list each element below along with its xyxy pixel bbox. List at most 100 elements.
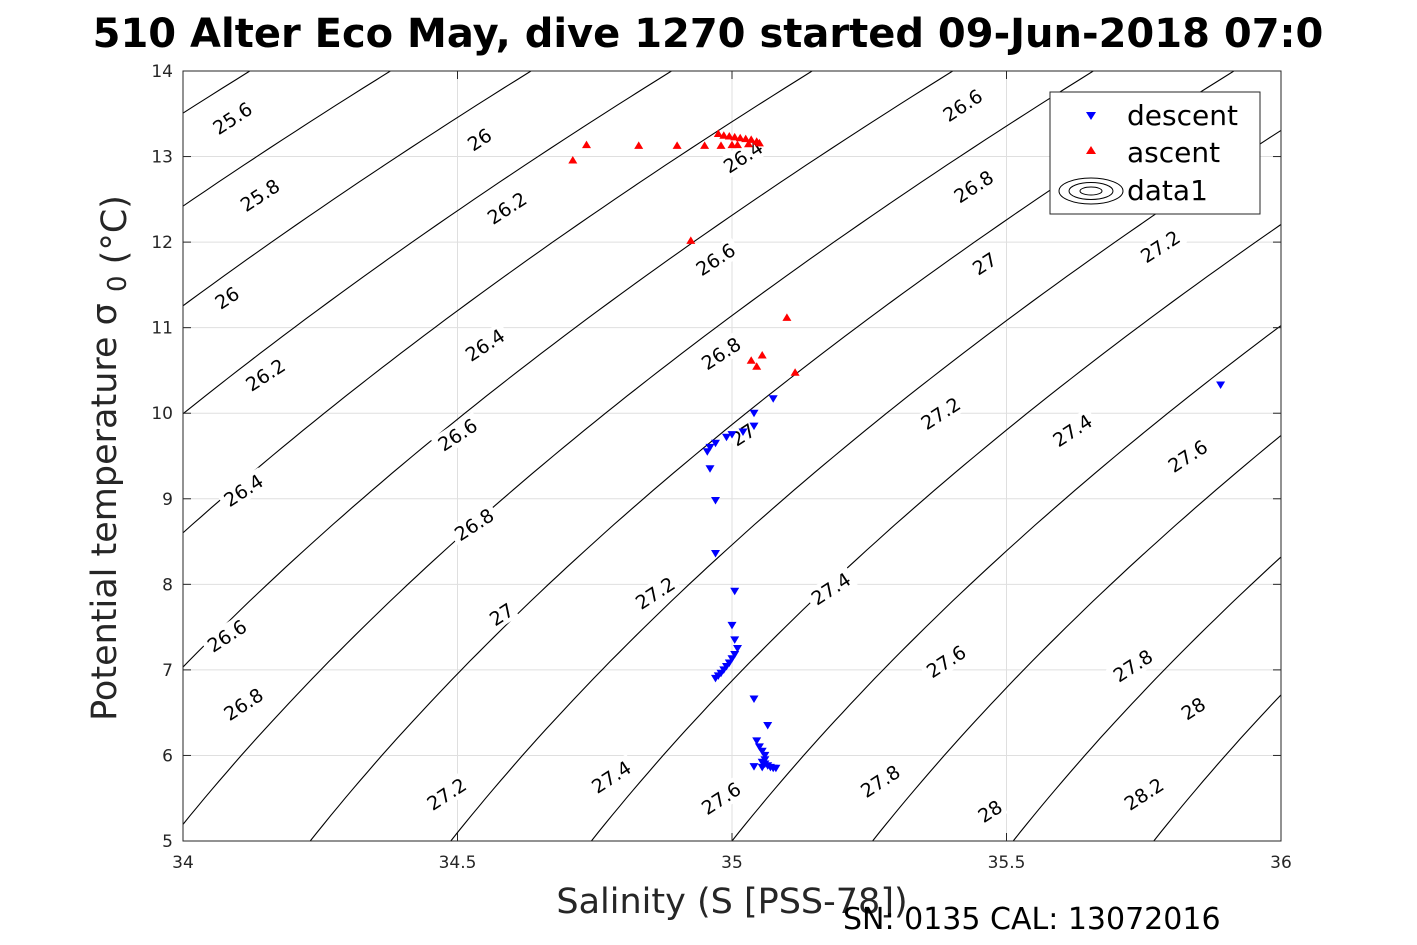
- ascent-point: [741, 134, 751, 143]
- legend-data1-label: data1: [1127, 174, 1208, 207]
- density-contour-line: [731, 324, 1281, 841]
- descent-point: [702, 448, 712, 456]
- y-tick-label: 12: [151, 233, 173, 253]
- contour-label-bg: [1045, 407, 1100, 454]
- y-tick-label: 6: [162, 746, 173, 766]
- ascent-point: [782, 313, 792, 321]
- density-contour-line: [1153, 694, 1281, 841]
- ascent-point: [724, 132, 734, 140]
- descent-point: [730, 587, 740, 596]
- descent-point: [749, 763, 759, 771]
- y-tick-label: 9: [162, 490, 173, 510]
- descent-point: [711, 550, 720, 558]
- contour-label-bg: [1105, 642, 1160, 689]
- y-tick-label: 13: [151, 148, 173, 168]
- contour-label-bg: [461, 122, 498, 157]
- ascent-point: [716, 141, 726, 149]
- y-tick-label: 5: [162, 832, 173, 852]
- svg-text:Potential temperature: Potential temperature σ 0 (°C): [85, 195, 135, 721]
- descent-point: [730, 636, 740, 644]
- descent-point: [771, 764, 781, 773]
- ascent-point: [730, 132, 740, 141]
- contour-label-bg: [853, 758, 908, 804]
- y-axis-label-subscript: 0: [103, 275, 133, 292]
- descent-point: [749, 409, 759, 418]
- contour-label-bg: [966, 246, 1003, 281]
- descent-point: [757, 747, 767, 756]
- contour-label-bg: [919, 638, 974, 685]
- ascent-point: [634, 141, 644, 149]
- ascent-point: [744, 139, 753, 148]
- chart-title: 510 Alter Eco May, dive 1270 started 09-…: [93, 11, 1324, 57]
- x-tick-label: 34.5: [439, 853, 477, 873]
- legend-box: [1049, 91, 1261, 215]
- ascent-point: [757, 351, 767, 359]
- descent-point: [711, 497, 720, 505]
- density-contour-line: [183, 71, 954, 668]
- y-tick-label: 11: [151, 319, 173, 339]
- contour-label-bg: [238, 351, 293, 398]
- contour-label-bg: [479, 185, 534, 231]
- legend-descent-marker: [1086, 112, 1096, 120]
- y-tick-label: 10: [151, 404, 173, 424]
- density-contour-line: [183, 71, 814, 534]
- y-tick-label: 7: [162, 661, 173, 681]
- density-contour-line: [183, 71, 673, 415]
- density-contour-line: [183, 71, 1095, 826]
- legend-ascent-label: ascent: [1127, 136, 1220, 169]
- ascent-point: [700, 141, 710, 149]
- y-tick-label: 14: [151, 62, 173, 82]
- contour-label-bg: [483, 597, 520, 632]
- descent-point: [727, 431, 737, 439]
- ascent-point: [735, 133, 745, 142]
- contour-label-bg: [584, 753, 639, 800]
- contour-label-bg: [209, 280, 245, 315]
- contour-label-bg: [1175, 691, 1211, 726]
- legend: descent ascent data1: [1049, 91, 1261, 215]
- contour-label-bg: [199, 612, 254, 659]
- ascent-point: [733, 140, 742, 149]
- x-axis-label: Salinity (S [PSS-78]): [556, 882, 907, 922]
- descent-point: [738, 428, 748, 436]
- contour-label-bg: [688, 236, 743, 283]
- density-contour-line: [590, 223, 1281, 841]
- descent-point: [749, 695, 759, 703]
- descent-point: [730, 651, 740, 659]
- data-points: [568, 129, 1226, 773]
- contour-label-bg: [694, 330, 748, 377]
- contour-label-bg: [457, 321, 512, 368]
- descent-point: [733, 645, 742, 653]
- y-axis-label-symbol: σ: [85, 303, 125, 325]
- contour-label-bg: [216, 467, 271, 514]
- y-axis-label-text: Potential temperature: [85, 336, 125, 720]
- descent-point: [722, 433, 731, 442]
- descent-point: [763, 722, 773, 730]
- ascent-point: [790, 368, 800, 376]
- contour-label-bg: [419, 771, 474, 817]
- ascent-point: [713, 129, 723, 137]
- contour-label-bg: [946, 163, 1001, 210]
- descent-point: [1216, 381, 1226, 389]
- contour-label-bg: [1116, 771, 1171, 817]
- contour-label-bg: [1133, 223, 1188, 270]
- ascent-point: [672, 141, 682, 149]
- contour-label-bg: [205, 95, 260, 141]
- x-tick-label: 36: [1270, 853, 1292, 873]
- legend-descent-label: descent: [1127, 99, 1238, 132]
- y-axis-label: Potential temperature σ 0 (°C): [85, 195, 135, 721]
- ascent-point: [582, 140, 591, 149]
- descent-point: [705, 443, 715, 452]
- descent-point: [768, 395, 778, 403]
- ascent-point: [754, 138, 764, 147]
- contour-label-bg: [628, 570, 683, 616]
- contour-label-bg: [447, 501, 501, 548]
- contour-label-bg: [913, 390, 968, 437]
- legend-data1-contour-icon: [1058, 177, 1124, 205]
- y-axis-ticks: 5 6 7 8 9 10 11 12 13 14: [151, 62, 1281, 852]
- y-axis-label-unit: (°C): [95, 195, 135, 264]
- contour-label-bg: [430, 411, 485, 458]
- ascent-point: [568, 156, 578, 164]
- descent-point: [754, 743, 764, 751]
- x-tick-label: 35.5: [988, 853, 1026, 873]
